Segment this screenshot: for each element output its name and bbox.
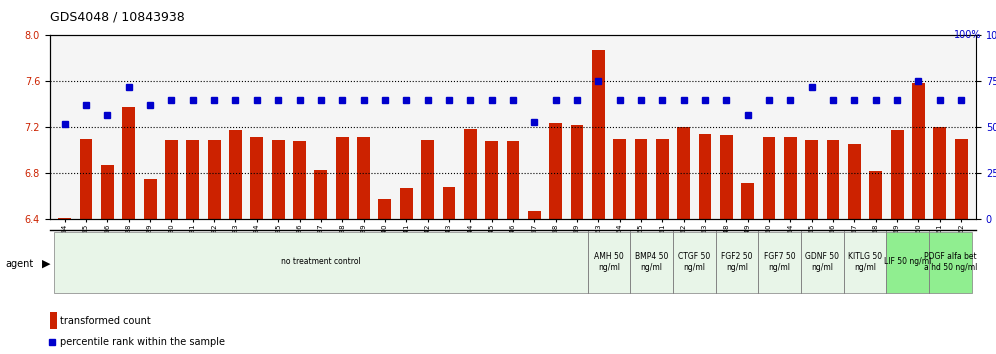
FancyBboxPatch shape — [886, 232, 929, 292]
FancyBboxPatch shape — [673, 232, 716, 292]
Text: BMP4 50
ng/ml: BMP4 50 ng/ml — [635, 252, 668, 272]
Bar — [358, 137, 370, 219]
Bar — [784, 137, 797, 219]
Bar — [378, 199, 391, 219]
Bar — [741, 183, 754, 219]
Bar — [442, 187, 455, 219]
Bar — [50, 312, 58, 329]
Text: PDGF alfa bet
a hd 50 ng/ml: PDGF alfa bet a hd 50 ng/ml — [923, 252, 977, 272]
FancyBboxPatch shape — [716, 232, 758, 292]
Text: 100%: 100% — [953, 30, 981, 40]
Text: AMH 50
ng/ml: AMH 50 ng/ml — [594, 252, 623, 272]
FancyBboxPatch shape — [54, 232, 588, 292]
Text: no treatment control: no treatment control — [281, 257, 361, 267]
Bar — [250, 137, 263, 219]
Bar — [315, 170, 328, 219]
Bar — [614, 139, 626, 219]
Bar — [165, 140, 178, 219]
Bar — [528, 211, 541, 219]
Bar — [186, 140, 199, 219]
Bar — [870, 171, 882, 219]
Text: GDNF 50
ng/ml: GDNF 50 ng/ml — [806, 252, 840, 272]
Bar — [421, 140, 434, 219]
Bar — [399, 188, 412, 219]
FancyBboxPatch shape — [844, 232, 886, 292]
Bar — [763, 137, 776, 219]
Text: percentile rank within the sample: percentile rank within the sample — [60, 337, 225, 347]
Bar — [806, 140, 818, 219]
Bar — [80, 139, 93, 219]
Bar — [698, 135, 711, 219]
Bar — [507, 141, 519, 219]
FancyBboxPatch shape — [588, 232, 630, 292]
Bar — [656, 139, 668, 219]
Bar — [59, 218, 71, 219]
Bar — [208, 140, 220, 219]
Bar — [933, 127, 946, 219]
Text: FGF7 50
ng/ml: FGF7 50 ng/ml — [764, 252, 796, 272]
Bar — [890, 130, 903, 219]
Bar — [293, 141, 306, 219]
FancyBboxPatch shape — [630, 232, 673, 292]
Bar — [955, 139, 967, 219]
Bar — [634, 139, 647, 219]
FancyBboxPatch shape — [758, 232, 801, 292]
Text: KITLG 50
ng/ml: KITLG 50 ng/ml — [848, 252, 882, 272]
Text: FGF2 50
ng/ml: FGF2 50 ng/ml — [721, 252, 753, 272]
Text: ▶: ▶ — [42, 259, 51, 269]
Bar — [464, 129, 477, 219]
Text: LIF 50 ng/ml: LIF 50 ng/ml — [884, 257, 931, 267]
Bar — [272, 140, 285, 219]
Text: agent: agent — [5, 259, 33, 269]
Bar — [123, 107, 135, 219]
Text: GDS4048 / 10843938: GDS4048 / 10843938 — [50, 11, 184, 24]
Bar — [677, 127, 690, 219]
Bar — [143, 179, 156, 219]
FancyBboxPatch shape — [929, 232, 972, 292]
Bar — [848, 144, 861, 219]
Bar — [485, 141, 498, 219]
FancyBboxPatch shape — [801, 232, 844, 292]
Bar — [336, 137, 349, 219]
Bar — [912, 82, 925, 219]
Bar — [592, 50, 605, 219]
Bar — [549, 123, 562, 219]
Bar — [101, 165, 114, 219]
Bar — [571, 125, 584, 219]
Text: CTGF 50
ng/ml: CTGF 50 ng/ml — [678, 252, 710, 272]
Text: transformed count: transformed count — [60, 316, 150, 326]
Bar — [229, 130, 242, 219]
Bar — [720, 136, 733, 219]
Bar — [827, 140, 840, 219]
